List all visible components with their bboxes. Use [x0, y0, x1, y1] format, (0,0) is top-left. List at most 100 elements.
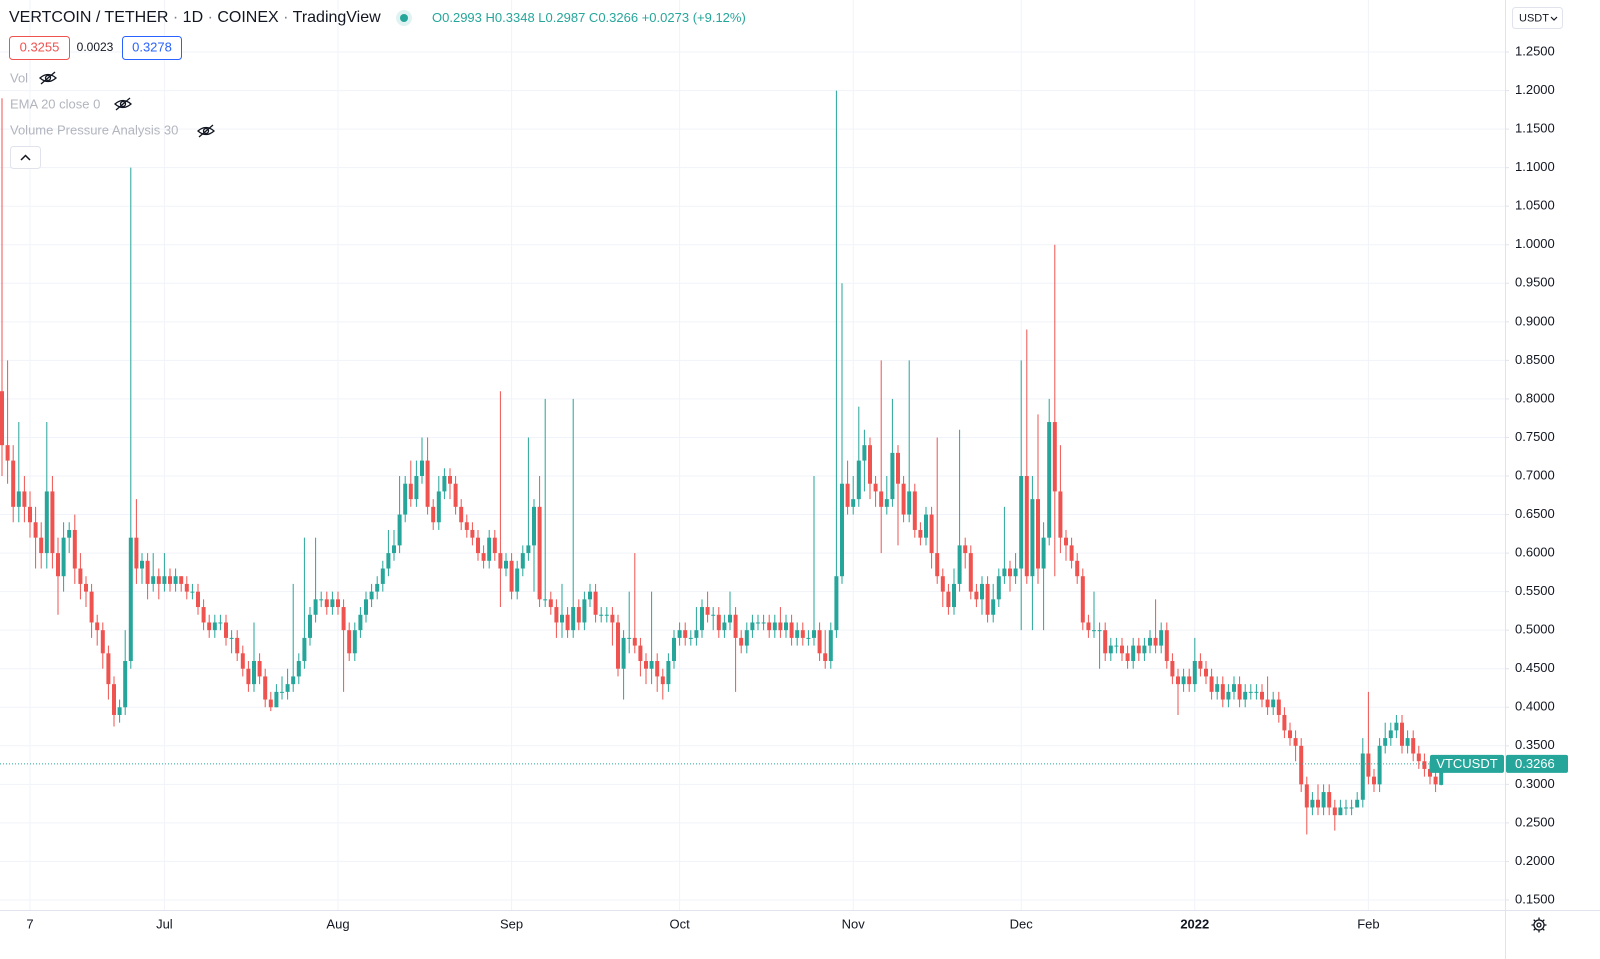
candle-body [1047, 422, 1052, 538]
candle-body [72, 529, 77, 569]
candle-body [240, 653, 245, 669]
candle-body [873, 483, 878, 492]
candle-body [666, 661, 671, 685]
candle-body [470, 529, 475, 538]
currency-button[interactable] [1512, 7, 1563, 29]
candle-body [632, 637, 637, 646]
candle-body [963, 545, 968, 554]
candle-body [1120, 645, 1124, 654]
candle-body [789, 622, 794, 638]
y-tick-label: 0.3000 [1515, 776, 1555, 791]
candle-body [56, 553, 60, 577]
settings-icon[interactable] [1531, 917, 1547, 933]
candle-body [593, 591, 598, 615]
currency-caret [1550, 16, 1558, 21]
candle-body [750, 622, 755, 631]
candle-body [504, 560, 508, 569]
candle-body [1041, 537, 1046, 569]
interval[interactable]: 1D [183, 9, 203, 26]
price-axis: 0.1500 0.2000 0.2500 0.3000 0.3500 0.4000 0.45… [1505, 43, 1555, 906]
candle-body [1360, 753, 1365, 800]
candle-body [212, 622, 217, 631]
collapse-button[interactable] [10, 146, 41, 169]
candle-body [912, 491, 917, 530]
candle-body [795, 630, 800, 638]
candle-body [431, 506, 436, 523]
x-tick-label: Aug [326, 916, 349, 931]
y-tick-label: 1.2000 [1515, 82, 1555, 97]
y-tick-label: 1.2500 [1515, 43, 1555, 58]
currency-label: USDT [1519, 12, 1549, 24]
indicator-label[interactable]: Volume Pressure Analysis 30 [10, 122, 178, 137]
candle-body [420, 460, 424, 477]
candle-body [358, 614, 363, 631]
candle-body [408, 483, 413, 500]
candle-body [1282, 714, 1287, 731]
candle-body [1058, 491, 1063, 538]
candle-body [565, 614, 570, 631]
candle-body [1304, 784, 1309, 808]
candle-body [336, 599, 340, 608]
candle-body [1181, 676, 1186, 685]
indicator-label[interactable]: Vol [10, 70, 28, 85]
ask-box[interactable] [122, 36, 182, 60]
y-tick-label: 0.5000 [1515, 622, 1555, 637]
candle-body [1422, 761, 1427, 769]
spread: 0.0023 [77, 40, 114, 54]
candle-body [1075, 560, 1080, 577]
candle-body [728, 614, 732, 623]
candle-body [716, 614, 721, 631]
candle-body [162, 576, 167, 584]
candle-body [229, 637, 234, 639]
candle-body [1388, 730, 1393, 739]
eye-off-icon[interactable] [114, 97, 132, 111]
candle-body [800, 630, 805, 638]
candle-body [1024, 476, 1029, 577]
y-tick-label: 0.2500 [1515, 814, 1555, 829]
y-tick-label: 0.6000 [1515, 545, 1555, 560]
candle-body [739, 637, 744, 646]
separator: · [208, 9, 213, 26]
y-tick-label: 0.1500 [1515, 891, 1555, 906]
y-tick-label: 0.5500 [1515, 583, 1555, 598]
bid-box[interactable] [9, 36, 70, 60]
candle-body [711, 614, 716, 616]
candle-body [1428, 768, 1432, 777]
candle-body [1176, 676, 1180, 685]
eye-off-icon[interactable] [197, 124, 215, 138]
candle-body [907, 491, 912, 515]
candle-body [672, 637, 676, 662]
candle-body [744, 630, 749, 646]
candle-body [459, 506, 464, 523]
candle-body [476, 537, 480, 554]
candle-body [778, 622, 783, 631]
last-price-label: 0.3266 [1515, 756, 1555, 771]
candle-body [1164, 630, 1169, 662]
candle-body [571, 607, 576, 631]
candle-body [683, 630, 688, 638]
candle-body [89, 591, 94, 623]
candle-body [168, 576, 172, 584]
candle-body [1327, 792, 1332, 808]
change: +0.0273 [642, 10, 689, 25]
candle-body [968, 553, 973, 592]
candle-body [1416, 753, 1421, 762]
candle-body [28, 506, 32, 523]
candle-body [61, 537, 66, 577]
candle-body [554, 607, 559, 623]
candle-body [722, 622, 727, 631]
ohlc-legend: O0.2993 H0.3348 L0.2987 C0.3266 +0.0273 … [432, 10, 746, 25]
eye-off-icon[interactable] [39, 71, 57, 85]
candle-body [22, 491, 27, 507]
candle-body [621, 637, 626, 669]
indicator-label[interactable]: EMA 20 close 0 [10, 96, 100, 111]
candle-body [1103, 630, 1108, 654]
candle-body [543, 599, 548, 601]
candle-body [196, 591, 200, 608]
candle-body [823, 653, 828, 662]
candle-body [924, 514, 928, 538]
candle-body [784, 622, 788, 631]
candle-body [1125, 653, 1130, 662]
candle-body [280, 691, 284, 693]
candle-body [1400, 722, 1404, 746]
